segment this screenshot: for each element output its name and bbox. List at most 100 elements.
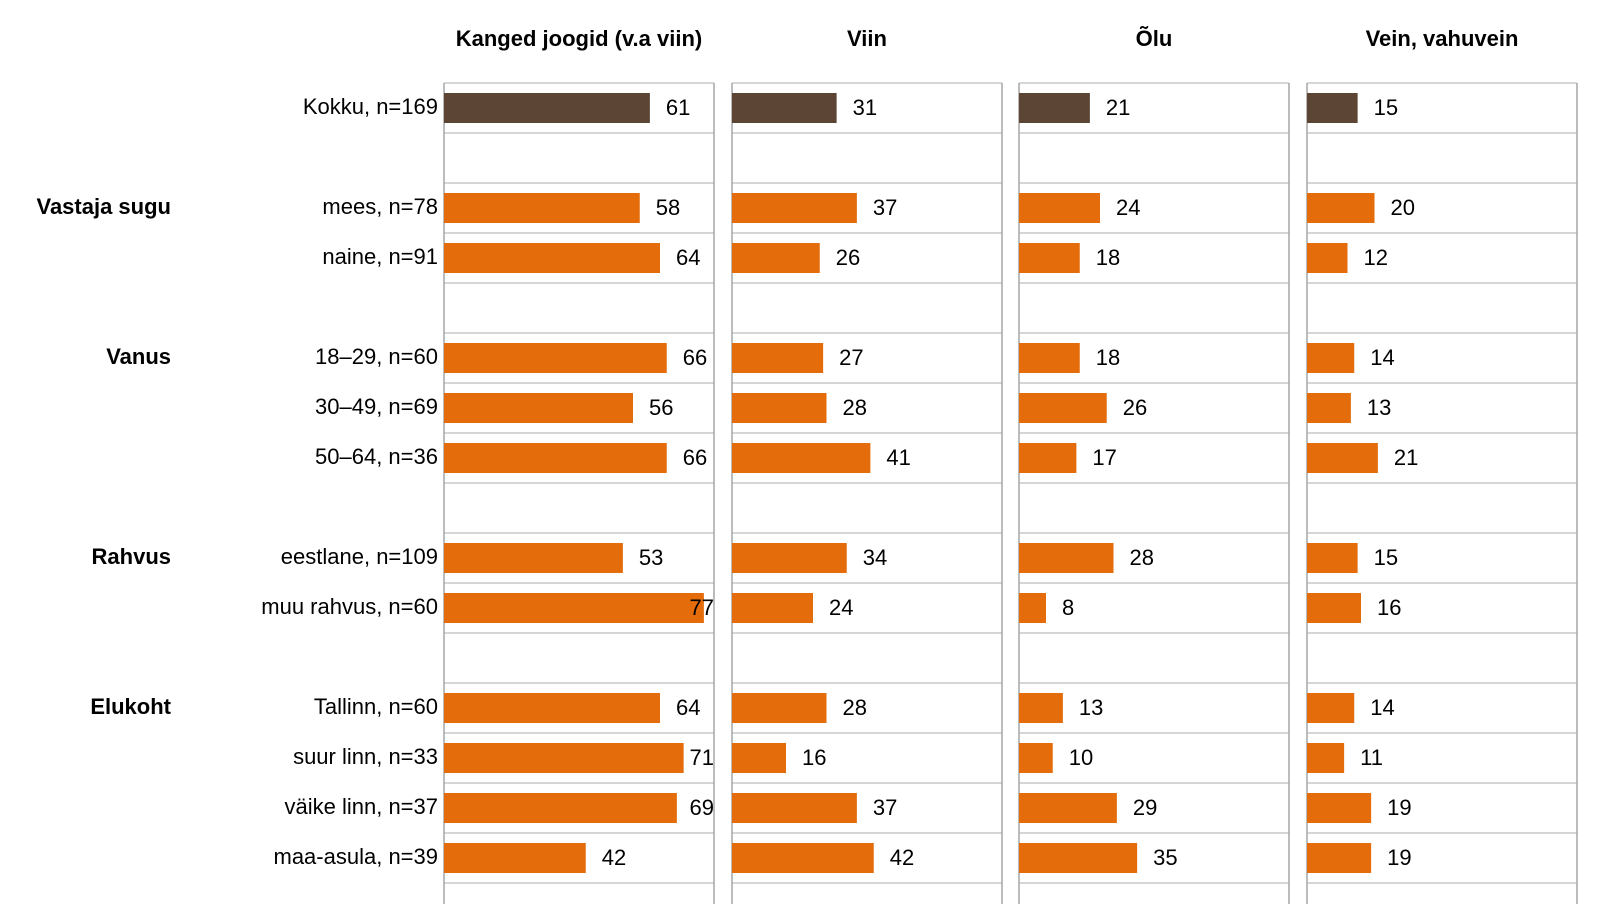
bar	[1307, 393, 1351, 423]
bar	[1307, 443, 1378, 473]
value-label: 41	[886, 445, 910, 470]
bar	[444, 193, 640, 223]
value-label: 27	[839, 345, 863, 370]
value-label: 71	[690, 745, 714, 770]
value-label: 14	[1370, 345, 1394, 370]
bar	[1307, 93, 1358, 123]
category-label: suur linn, n=33	[293, 744, 438, 769]
value-label: 24	[829, 595, 853, 620]
bar	[732, 793, 857, 823]
bar	[1307, 693, 1355, 723]
bar	[1019, 843, 1138, 873]
value-label: 69	[690, 795, 714, 820]
value-label: 56	[649, 395, 673, 420]
bar	[1307, 593, 1361, 623]
category-label: 30–49, n=69	[315, 394, 438, 419]
bar	[1019, 693, 1063, 723]
value-label: 37	[873, 795, 897, 820]
value-label: 28	[843, 395, 867, 420]
value-label: 20	[1391, 195, 1415, 220]
category-label: naine, n=91	[322, 244, 438, 269]
value-label: 24	[1116, 195, 1140, 220]
value-label: 16	[802, 745, 826, 770]
bar	[444, 443, 667, 473]
bar	[1307, 843, 1372, 873]
value-label: 26	[1123, 395, 1147, 420]
bar	[1019, 393, 1107, 423]
value-label: 58	[656, 195, 680, 220]
value-label: 37	[873, 195, 897, 220]
value-label: 10	[1069, 745, 1093, 770]
value-label: 64	[676, 695, 700, 720]
value-label: 14	[1370, 695, 1394, 720]
value-label: 35	[1153, 845, 1177, 870]
bar	[732, 693, 827, 723]
value-label: 18	[1096, 245, 1120, 270]
bar	[1019, 543, 1114, 573]
value-label: 66	[683, 345, 707, 370]
bar	[1019, 593, 1046, 623]
bar	[444, 393, 633, 423]
value-label: 66	[683, 445, 707, 470]
bar	[1307, 793, 1372, 823]
value-label: 77	[690, 595, 714, 620]
category-label: 50–64, n=36	[315, 444, 438, 469]
value-label: 15	[1374, 545, 1398, 570]
value-label: 64	[676, 245, 700, 270]
value-label: 21	[1106, 95, 1130, 120]
value-label: 42	[890, 845, 914, 870]
bar	[444, 843, 586, 873]
bar	[1019, 193, 1100, 223]
panel-title: Kanged joogid (v.a viin)	[455, 26, 703, 51]
bar	[732, 343, 824, 373]
bar	[444, 93, 650, 123]
category-label: maa-asula, n=39	[274, 844, 439, 869]
bar	[1307, 543, 1358, 573]
panel-title: Vein, vahuvein	[1365, 26, 1519, 51]
bar	[732, 193, 857, 223]
bar	[732, 743, 786, 773]
category-label: muu rahvus, n=60	[261, 594, 438, 619]
value-label: 61	[666, 95, 690, 120]
group-label: Rahvus	[92, 544, 171, 569]
value-label: 18	[1096, 345, 1120, 370]
bar	[732, 243, 820, 273]
category-label: 18–29, n=60	[315, 344, 438, 369]
category-label: Tallinn, n=60	[314, 694, 438, 719]
bar	[732, 443, 871, 473]
value-label: 53	[639, 545, 663, 570]
value-label: 28	[1130, 545, 1154, 570]
value-label: 21	[1394, 445, 1418, 470]
bar	[732, 543, 847, 573]
panel-title: Õlu	[1135, 26, 1173, 51]
bar	[444, 693, 660, 723]
value-label: 42	[602, 845, 626, 870]
bar	[732, 93, 837, 123]
group-label: Vastaja sugu	[36, 194, 171, 219]
bar	[1307, 193, 1375, 223]
group-label: Elukoht	[90, 694, 171, 719]
bar	[1019, 743, 1053, 773]
value-label: 12	[1364, 245, 1388, 270]
bar	[1019, 443, 1077, 473]
bar	[732, 393, 827, 423]
bar	[444, 743, 684, 773]
value-label: 8	[1062, 595, 1074, 620]
bar	[444, 343, 667, 373]
bar	[732, 843, 874, 873]
category-label: eestlane, n=109	[281, 544, 438, 569]
value-label: 13	[1079, 695, 1103, 720]
bar	[444, 593, 704, 623]
bar	[1019, 793, 1117, 823]
category-label: mees, n=78	[322, 194, 438, 219]
bar	[1307, 343, 1355, 373]
value-label: 16	[1377, 595, 1401, 620]
category-label: Kokku, n=169	[303, 94, 438, 119]
bar	[1019, 93, 1090, 123]
category-label: väike linn, n=37	[285, 794, 439, 819]
value-label: 11	[1360, 745, 1383, 770]
value-label: 19	[1387, 795, 1411, 820]
panel-title: Viin	[847, 26, 887, 51]
